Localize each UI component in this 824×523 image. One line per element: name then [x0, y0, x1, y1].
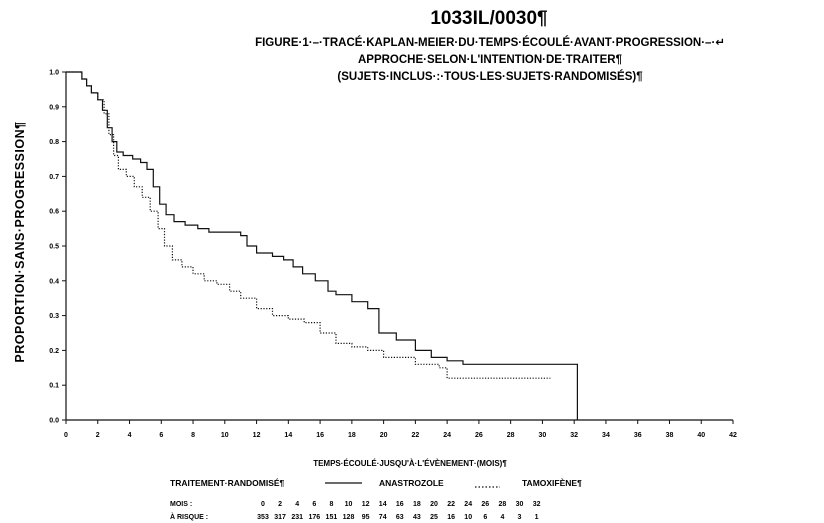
risk-month: 18 [413, 501, 421, 508]
risk-month: 6 [312, 501, 316, 508]
risk-month: 32 [533, 501, 541, 508]
x-tick-label: 18 [348, 432, 356, 439]
risk-count: 4 [500, 514, 504, 521]
x-tick-label: 6 [159, 432, 163, 439]
x-tick-label: 42 [729, 432, 737, 439]
subtitle-line-3: (SUJETS·INCLUS·:·TOUS·LES·SUJETS·RANDOMI… [337, 70, 643, 83]
x-tick-label: 22 [411, 432, 419, 439]
x-ticks: 0 2 4 6 8 10 12 14 16 18 20 22 24 26 28 30 32 34 36 38 40 42 [64, 420, 737, 439]
risk-count: 95 [362, 514, 370, 521]
x-tick-label: 4 [128, 432, 132, 439]
risk-month: 30 [516, 501, 524, 508]
x-tick-label: 28 [507, 432, 515, 439]
y-tick-label: 0.6 [49, 209, 59, 216]
y-axis-title: PROPORTION·SANS·PROGRESSION¶ [13, 121, 27, 362]
risk-month: 2 [278, 501, 282, 508]
x-tick-label: 2 [96, 432, 100, 439]
y-tick-label: 0.3 [49, 313, 59, 320]
risk-values: 0353231742316176815110128129514741663184… [257, 501, 540, 521]
y-tick-label: 0.1 [49, 383, 59, 390]
risk-months-label: MOIS : [170, 501, 192, 508]
x-tick-label: 24 [443, 432, 451, 439]
x-tick-label: 12 [253, 432, 261, 439]
x-tick-label: 40 [697, 432, 705, 439]
legend-heading: TRAITEMENT·RANDOMISÉ¶ [170, 478, 285, 488]
risk-month: 20 [430, 501, 438, 508]
risk-month: 14 [379, 501, 387, 508]
risk-count: 317 [274, 514, 286, 521]
x-tick-label: 16 [316, 432, 324, 439]
legend-anastrozole-label: ANASTROZOLE [379, 478, 444, 488]
y-tick-label: 1.0 [49, 70, 59, 77]
risk-month: 26 [481, 501, 489, 508]
subtitle-line-2: APPROCHE·SELON·L'INTENTION·DE·TRAITER¶ [358, 54, 623, 66]
risk-count: 43 [413, 514, 421, 521]
risk-count: 16 [447, 514, 455, 521]
risk-month: 16 [396, 501, 404, 508]
risk-count: 10 [464, 514, 472, 521]
y-tick-label: 0.9 [49, 104, 59, 111]
risk-month: 8 [329, 501, 333, 508]
risk-count: 6 [483, 514, 487, 521]
risk-count: 25 [430, 514, 438, 521]
risk-table: MOIS : À RISQUE : 0353231742316176815110… [170, 501, 541, 521]
x-tick-label: 32 [570, 432, 578, 439]
y-tick-label: 0.4 [49, 278, 59, 285]
x-tick-label: 20 [380, 432, 388, 439]
y-tick-label: 0.7 [49, 174, 59, 181]
risk-count: 63 [396, 514, 404, 521]
y-tick-label: 0.8 [49, 139, 59, 146]
y-ticks: 0.0 0.1 0.2 0.3 0.4 0.5 0.6 0.7 0.8 0.9 1.0 [49, 70, 66, 425]
x-tick-label: 38 [666, 432, 674, 439]
x-tick-label: 34 [602, 432, 610, 439]
risk-count: 176 [308, 514, 320, 521]
curve-anastrozole [66, 71, 578, 420]
x-tick-label: 10 [221, 432, 229, 439]
study-id: 1033IL/0030¶ [430, 8, 547, 29]
subtitle-line-1: FIGURE·1·–·TRACÉ·KAPLAN-MEIER·DU·TEMPS·É… [255, 36, 725, 49]
legend-tamoxifene-label: TAMOXIFÈNE¶ [522, 478, 582, 488]
risk-month: 12 [362, 501, 370, 508]
risk-at-risk-label: À RISQUE : [170, 512, 208, 521]
risk-month: 24 [464, 501, 472, 508]
y-tick-label: 0.5 [49, 244, 59, 251]
risk-month: 22 [447, 501, 455, 508]
risk-month: 10 [345, 501, 353, 508]
risk-month: 28 [499, 501, 507, 508]
x-tick-label: 26 [475, 432, 483, 439]
legend: TRAITEMENT·RANDOMISÉ¶ ANASTROZOLE TAMOXI… [170, 478, 582, 488]
risk-month: 0 [261, 501, 265, 508]
x-axis-title: TEMPS·ÉCOULÉ·JUSQU'À·L'ÉVÈNEMENT·(MOIS)¶ [313, 459, 507, 468]
risk-count: 231 [291, 514, 303, 521]
risk-count: 3 [518, 514, 522, 521]
x-tick-label: 8 [191, 432, 195, 439]
x-tick-label: 36 [634, 432, 642, 439]
x-tick-label: 14 [284, 432, 292, 439]
risk-count: 128 [343, 514, 355, 521]
risk-count: 151 [326, 514, 338, 521]
survival-curves [66, 71, 578, 420]
risk-count: 353 [257, 514, 269, 521]
risk-count: 74 [379, 514, 387, 521]
curve-tamoxifne [66, 71, 551, 379]
risk-count: 1 [535, 514, 539, 521]
x-tick-label: 0 [64, 432, 68, 439]
y-tick-label: 0.2 [49, 348, 59, 355]
x-tick-label: 30 [539, 432, 547, 439]
risk-month: 4 [295, 501, 299, 508]
y-tick-label: 0.0 [49, 418, 59, 425]
